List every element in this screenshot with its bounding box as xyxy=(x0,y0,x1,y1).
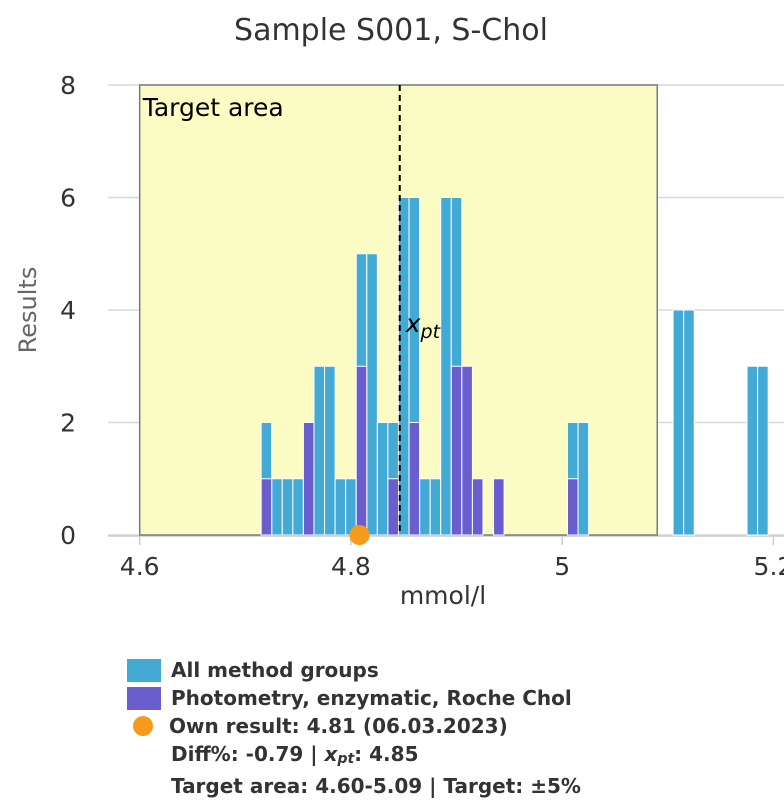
legend-diff-text: Diff%: -0.79 | xyxy=(171,742,318,766)
chart-title: Sample S001, S-Chol xyxy=(234,13,548,48)
legend-label-all-groups: All method groups xyxy=(171,658,379,682)
bar-all-groups[interactable] xyxy=(271,478,283,536)
legend-target-line: Target area: 4.60-5.09 | Target: ±5% xyxy=(127,772,581,800)
x-tick-label: 4.8 xyxy=(331,552,371,581)
bar-method[interactable] xyxy=(260,478,273,536)
y-tick-label: 2 xyxy=(60,409,76,438)
y-tick-label: 8 xyxy=(60,71,76,100)
bar-all-groups[interactable] xyxy=(440,197,452,536)
bar-method[interactable] xyxy=(450,365,463,536)
legend-label-own-result: Own result: 4.81 (06.03.2023) xyxy=(169,714,508,738)
bar-all-groups[interactable] xyxy=(746,365,759,536)
bar-all-groups[interactable] xyxy=(313,365,326,536)
bar-all-groups[interactable] xyxy=(376,422,389,536)
target-area-label: Target area xyxy=(142,93,284,122)
xpt-label: xpt xyxy=(405,309,442,343)
x-tick-label: 4.6 xyxy=(120,552,160,581)
legend-xpt-value: : 4.85 xyxy=(354,742,419,766)
x-tick-label: 5.2 xyxy=(754,552,784,581)
bar-all-groups[interactable] xyxy=(672,309,685,536)
x-axis-label: mmol/l xyxy=(400,581,486,610)
y-tick-label: 4 xyxy=(60,296,76,325)
bar-all-groups[interactable] xyxy=(366,253,378,536)
legend-swatch-all-groups xyxy=(127,658,161,682)
legend-label-method: Photometry, enzymatic, Roche Chol xyxy=(171,686,572,710)
legend-item-all-groups[interactable]: All method groups xyxy=(127,656,581,684)
bar-all-groups[interactable] xyxy=(757,365,769,536)
bar-method[interactable] xyxy=(471,478,484,536)
legend-dot-own-result xyxy=(133,716,153,736)
bar-all-groups[interactable] xyxy=(683,309,695,536)
legend: All method groups Photometry, enzymatic,… xyxy=(127,656,581,800)
legend-xpt-subscript: pt xyxy=(337,751,355,767)
bar-method[interactable] xyxy=(566,478,579,536)
bar-method[interactable] xyxy=(461,365,473,536)
y-axis-ticks: 0 2 4 6 8 xyxy=(60,71,76,550)
bar-all-groups[interactable] xyxy=(429,478,442,536)
legend-target-text: Target area: 4.60-5.09 | Target: ±5% xyxy=(171,774,581,798)
legend-xpt-symbol: x xyxy=(324,742,338,766)
histogram-bars xyxy=(260,197,769,536)
y-tick-label: 6 xyxy=(60,184,76,213)
legend-item-own-result[interactable]: Own result: 4.81 (06.03.2023) xyxy=(127,712,581,740)
bar-method[interactable] xyxy=(493,478,505,536)
x-axis-ticks: 4.6 4.8 5 5.2 xyxy=(120,536,784,581)
y-axis-label: Results xyxy=(14,267,42,354)
bar-method[interactable] xyxy=(408,422,421,536)
own-result-marker xyxy=(349,525,370,545)
y-tick-label: 0 xyxy=(60,521,76,550)
bar-all-groups[interactable] xyxy=(577,422,590,536)
bar-all-groups[interactable] xyxy=(324,365,336,536)
bar-method[interactable] xyxy=(302,422,315,536)
bar-method[interactable] xyxy=(355,365,368,536)
legend-item-method[interactable]: Photometry, enzymatic, Roche Chol xyxy=(127,684,581,712)
x-tick-label: 5 xyxy=(554,552,570,581)
bar-all-groups[interactable] xyxy=(334,478,347,536)
bar-method[interactable] xyxy=(387,478,399,536)
legend-diff-line: Diff%: -0.79 | x pt: 4.85 xyxy=(127,740,581,768)
legend-swatch-method xyxy=(127,686,161,710)
bar-all-groups[interactable] xyxy=(292,478,304,536)
histogram-chart: Sample S001, S-Chol 0 2 4 6 8 4.6 4.8 5 5.2 Tar… xyxy=(14,13,784,610)
bar-all-groups[interactable] xyxy=(281,478,294,536)
bar-all-groups[interactable] xyxy=(419,478,431,536)
